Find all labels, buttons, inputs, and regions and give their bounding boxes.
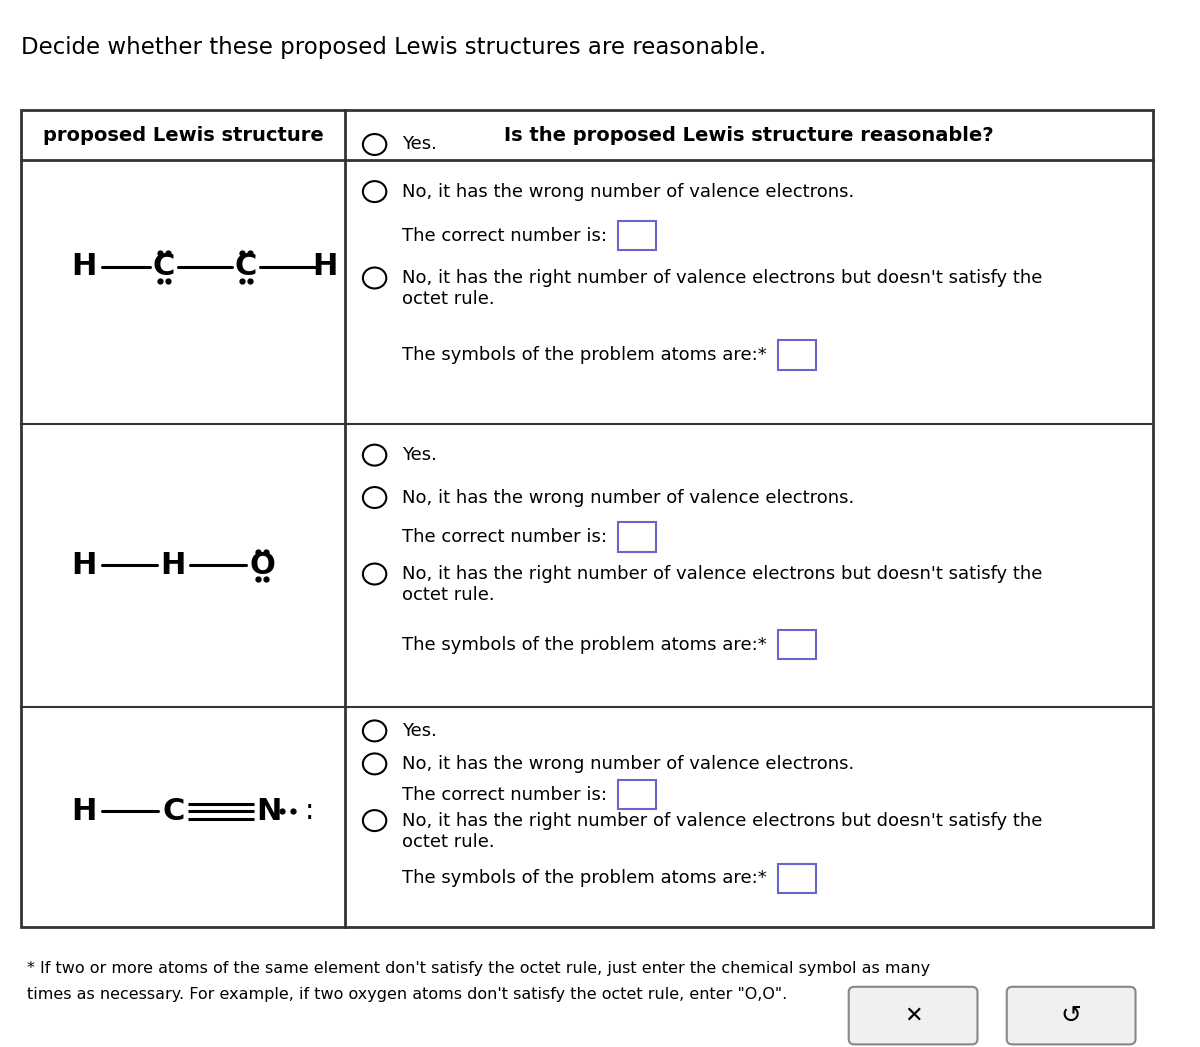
FancyBboxPatch shape <box>779 630 816 660</box>
Text: * If two or more atoms of the same element don't satisfy the octet rule, just en: * If two or more atoms of the same eleme… <box>26 961 930 976</box>
Text: H: H <box>72 551 97 580</box>
Text: Is the proposed Lewis structure reasonable?: Is the proposed Lewis structure reasonab… <box>504 126 994 144</box>
Text: The symbols of the problem atoms are:*: The symbols of the problem atoms are:* <box>402 636 767 653</box>
Text: No, it has the right number of valence electrons but doesn't satisfy the: No, it has the right number of valence e… <box>402 565 1042 583</box>
Text: H: H <box>161 551 186 580</box>
Text: No, it has the wrong number of valence electrons.: No, it has the wrong number of valence e… <box>402 489 853 507</box>
FancyBboxPatch shape <box>22 110 1153 927</box>
Text: The correct number is:: The correct number is: <box>402 226 606 245</box>
Text: The correct number is:: The correct number is: <box>402 528 606 547</box>
Text: Decide whether these proposed Lewis structures are reasonable.: Decide whether these proposed Lewis stru… <box>22 36 767 59</box>
Text: proposed Lewis structure: proposed Lewis structure <box>43 126 324 144</box>
Text: The symbols of the problem atoms are:*: The symbols of the problem atoms are:* <box>402 346 767 364</box>
Text: H: H <box>72 252 97 282</box>
Text: Yes.: Yes. <box>402 446 437 464</box>
Text: H: H <box>72 797 97 826</box>
FancyBboxPatch shape <box>1007 986 1135 1045</box>
Text: ✕: ✕ <box>904 1005 923 1026</box>
FancyBboxPatch shape <box>779 340 816 370</box>
Text: No, it has the right number of valence electrons but doesn't satisfy the: No, it has the right number of valence e… <box>402 269 1042 287</box>
Text: octet rule.: octet rule. <box>402 290 494 308</box>
Text: No, it has the right number of valence electrons but doesn't satisfy the: No, it has the right number of valence e… <box>402 811 1042 829</box>
Text: The symbols of the problem atoms are:*: The symbols of the problem atoms are:* <box>402 869 767 887</box>
Text: The correct number is:: The correct number is: <box>402 785 606 804</box>
Text: C: C <box>162 797 185 826</box>
Text: O: O <box>250 551 275 580</box>
FancyBboxPatch shape <box>848 986 978 1045</box>
Text: No, it has the wrong number of valence electrons.: No, it has the wrong number of valence e… <box>402 182 853 201</box>
FancyBboxPatch shape <box>779 864 816 893</box>
Text: times as necessary. For example, if two oxygen atoms don't satisfy the octet rul: times as necessary. For example, if two … <box>26 987 787 1002</box>
Text: N: N <box>257 797 282 826</box>
FancyBboxPatch shape <box>618 522 655 552</box>
Text: octet rule.: octet rule. <box>402 586 494 604</box>
Text: Yes.: Yes. <box>402 135 437 154</box>
Text: Yes.: Yes. <box>402 722 437 740</box>
Text: No, it has the wrong number of valence electrons.: No, it has the wrong number of valence e… <box>402 755 853 773</box>
FancyBboxPatch shape <box>618 780 655 809</box>
Text: C: C <box>152 252 175 282</box>
Text: ↺: ↺ <box>1061 1004 1081 1027</box>
Text: C: C <box>235 252 257 282</box>
Text: H: H <box>313 252 338 282</box>
Text: :: : <box>305 798 313 825</box>
FancyBboxPatch shape <box>618 221 655 250</box>
Text: octet rule.: octet rule. <box>402 832 494 850</box>
